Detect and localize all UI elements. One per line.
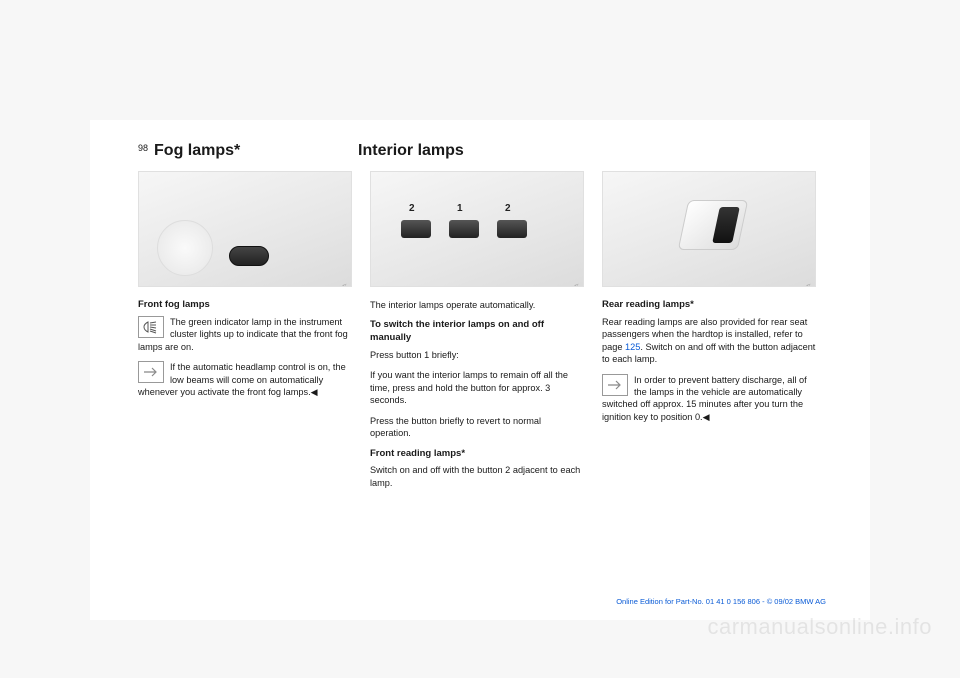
section-title-interior: Interior lamps (358, 142, 464, 160)
battery-text: In order to prevent battery discharge, a… (602, 375, 807, 422)
indicator-block: The green indicator lamp in the instrume… (138, 316, 352, 353)
battery-note-block: In order to prevent battery discharge, a… (602, 374, 816, 424)
watermark: carmanualsonline.info (707, 614, 932, 640)
page-link-125[interactable]: 125 (625, 342, 640, 352)
page-content: 98 Fog lamps* Interior lamps MW0150USA F… (90, 120, 870, 507)
heading-front-fog: Front fog lamps (138, 299, 352, 312)
callout-2b: 2 (505, 202, 511, 216)
header-row: 98 Fog lamps* Interior lamps (138, 142, 830, 161)
headlamp-dial-graphic (157, 220, 213, 276)
photo-rear-reading-lamp: MW0107USA (602, 171, 816, 287)
note-block: If the automatic headlamp control is on,… (138, 361, 352, 398)
column-3: MW0107USA Rear reading lamps* Rear readi… (602, 171, 816, 497)
switch-graphic (401, 220, 431, 238)
photo-interior-lamp-buttons: 2 1 2 MW0106USA (370, 171, 584, 287)
heading-rear-reading: Rear reading lamps* (602, 299, 816, 312)
rear-lamp-graphic (678, 200, 749, 250)
section-title-fog: Fog lamps* (154, 142, 358, 160)
callout-1: 1 (457, 202, 463, 216)
footer-edition: Online Edition for Part-No. 01 41 0 156 … (616, 597, 826, 606)
note-arrow-icon (138, 361, 164, 383)
fog-lamp-button-graphic (229, 246, 269, 266)
heading-manual-switch: To switch the interior lamps on and off … (370, 319, 584, 345)
note-arrow-icon (602, 374, 628, 396)
indicator-text: The green indicator lamp in the instrume… (138, 317, 348, 352)
callout-2a: 2 (409, 202, 415, 216)
autohead-text: If the automatic headlamp control is on,… (138, 362, 346, 397)
switch-graphic (449, 220, 479, 238)
heading-front-reading: Front reading lamps* (370, 448, 584, 461)
fog-lamp-indicator-icon (138, 316, 164, 338)
photo-code: MW0107USA (806, 284, 813, 287)
photo-code: MW0106USA (574, 284, 581, 287)
columns: MW0150USA Front fog lamps The green indi… (138, 171, 830, 497)
remainoff-text: If you want the interior lamps to remain… (370, 369, 584, 406)
switch-graphic (497, 220, 527, 238)
press1-text: Press button 1 briefly: (370, 349, 584, 361)
revert-text: Press the button briefly to revert to no… (370, 415, 584, 440)
photo-fog-lamp-switch: MW0150USA (138, 171, 352, 287)
manual-page: 98 Fog lamps* Interior lamps MW0150USA F… (90, 120, 870, 620)
column-2: 2 1 2 MW0106USA The interior lamps opera… (370, 171, 584, 497)
btn2-text: Switch on and off with the button 2 adja… (370, 464, 584, 489)
button-row-graphic (401, 220, 527, 238)
page-number: 98 (138, 139, 148, 157)
photo-code: MW0150USA (342, 284, 349, 287)
column-1: MW0150USA Front fog lamps The green indi… (138, 171, 352, 497)
auto-operate-text: The interior lamps operate automatically… (370, 299, 584, 311)
rear-reading-para: Rear reading lamps are also provided for… (602, 316, 816, 366)
